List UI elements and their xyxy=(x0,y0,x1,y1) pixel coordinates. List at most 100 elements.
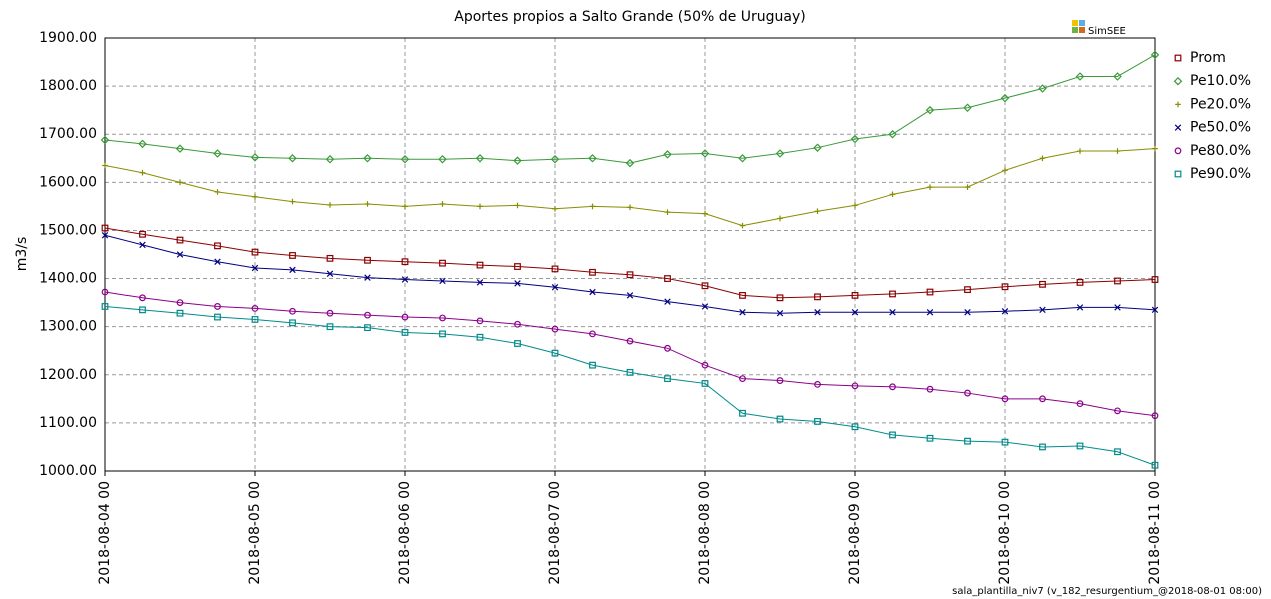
marker xyxy=(589,361,596,369)
marker xyxy=(626,292,634,299)
marker xyxy=(888,129,897,139)
marker xyxy=(439,277,446,285)
x-tick-label: 2018-08-06 00 xyxy=(397,481,413,585)
marker xyxy=(213,149,222,158)
marker xyxy=(401,313,409,321)
y-tick-label: 1400.00 xyxy=(39,271,97,287)
y-tick-label: 1000.00 xyxy=(39,463,97,479)
marker xyxy=(739,309,746,316)
marker xyxy=(889,431,896,439)
marker xyxy=(551,325,559,333)
legend-label: Pe20.0% xyxy=(1190,96,1251,112)
marker xyxy=(288,154,297,163)
marker xyxy=(401,258,409,266)
marker xyxy=(1174,54,1182,62)
marker xyxy=(214,303,221,310)
legend-label: Pe80.0% xyxy=(1190,143,1251,159)
marker xyxy=(514,320,521,328)
marker xyxy=(589,288,596,296)
marker xyxy=(814,418,821,425)
marker xyxy=(1114,148,1121,154)
marker xyxy=(1175,101,1181,108)
marker xyxy=(101,232,109,239)
marker xyxy=(400,154,410,164)
marker xyxy=(1113,72,1122,81)
marker xyxy=(477,203,483,210)
marker xyxy=(926,288,934,296)
marker xyxy=(776,377,784,384)
marker xyxy=(1076,304,1084,311)
marker xyxy=(1001,395,1009,403)
x-tick-label: 2018-08-11 00 xyxy=(1147,481,1163,585)
marker xyxy=(850,134,860,144)
marker xyxy=(1114,407,1121,415)
marker xyxy=(476,333,484,341)
marker xyxy=(514,263,521,270)
marker xyxy=(625,158,635,168)
marker xyxy=(551,283,559,291)
marker xyxy=(214,242,221,250)
marker xyxy=(364,274,371,281)
y-tick-label: 1800.00 xyxy=(39,78,97,94)
y-tick-label: 1100.00 xyxy=(39,415,97,431)
marker xyxy=(1152,145,1158,152)
marker xyxy=(439,330,446,338)
x-tick-label: 2018-08-10 00 xyxy=(997,481,1013,585)
marker xyxy=(1174,170,1182,178)
x-tick-label: 2018-08-08 00 xyxy=(697,481,713,585)
plot-frame xyxy=(104,37,1156,472)
marker xyxy=(139,294,146,302)
marker xyxy=(927,184,933,190)
marker xyxy=(325,154,335,164)
y-tick-label: 1500.00 xyxy=(39,222,97,238)
x-tick-label: 2018-08-04 00 xyxy=(97,481,113,585)
marker xyxy=(851,309,859,316)
marker xyxy=(738,154,747,163)
marker xyxy=(139,230,146,238)
marker xyxy=(1039,280,1046,288)
marker xyxy=(963,103,972,113)
marker xyxy=(1076,442,1084,450)
marker xyxy=(1001,438,1009,446)
logo-square xyxy=(1072,27,1078,33)
marker xyxy=(1174,124,1182,131)
marker xyxy=(364,256,371,264)
marker xyxy=(664,375,671,383)
marker xyxy=(138,139,147,149)
marker xyxy=(326,270,334,277)
marker xyxy=(551,265,559,273)
marker xyxy=(101,288,109,296)
marker xyxy=(401,276,409,283)
marker xyxy=(176,299,184,307)
marker xyxy=(1150,50,1160,60)
marker xyxy=(251,304,259,312)
series-line xyxy=(104,305,1156,466)
marker xyxy=(588,154,597,163)
marker xyxy=(739,291,746,299)
series-line xyxy=(104,291,1156,417)
marker xyxy=(251,248,259,256)
x-tick-label: 2018-08-09 00 xyxy=(847,481,863,585)
marker xyxy=(1039,155,1046,162)
marker xyxy=(702,210,708,217)
marker xyxy=(289,252,296,259)
y-tick-label: 1200.00 xyxy=(39,367,97,383)
legend-label: Pe10.0% xyxy=(1190,73,1251,89)
marker xyxy=(739,409,746,417)
marker xyxy=(514,280,521,287)
marker xyxy=(289,307,296,315)
marker xyxy=(438,154,447,164)
marker xyxy=(402,203,408,210)
marker xyxy=(1039,443,1046,451)
x-tick-label: 2018-08-07 00 xyxy=(547,481,563,585)
marker xyxy=(1151,412,1159,420)
marker xyxy=(889,290,896,298)
marker xyxy=(1038,84,1047,93)
marker xyxy=(289,266,296,274)
marker xyxy=(101,224,109,232)
marker xyxy=(176,309,184,317)
marker xyxy=(214,313,221,321)
logo-square xyxy=(1079,27,1085,33)
marker xyxy=(701,303,709,310)
